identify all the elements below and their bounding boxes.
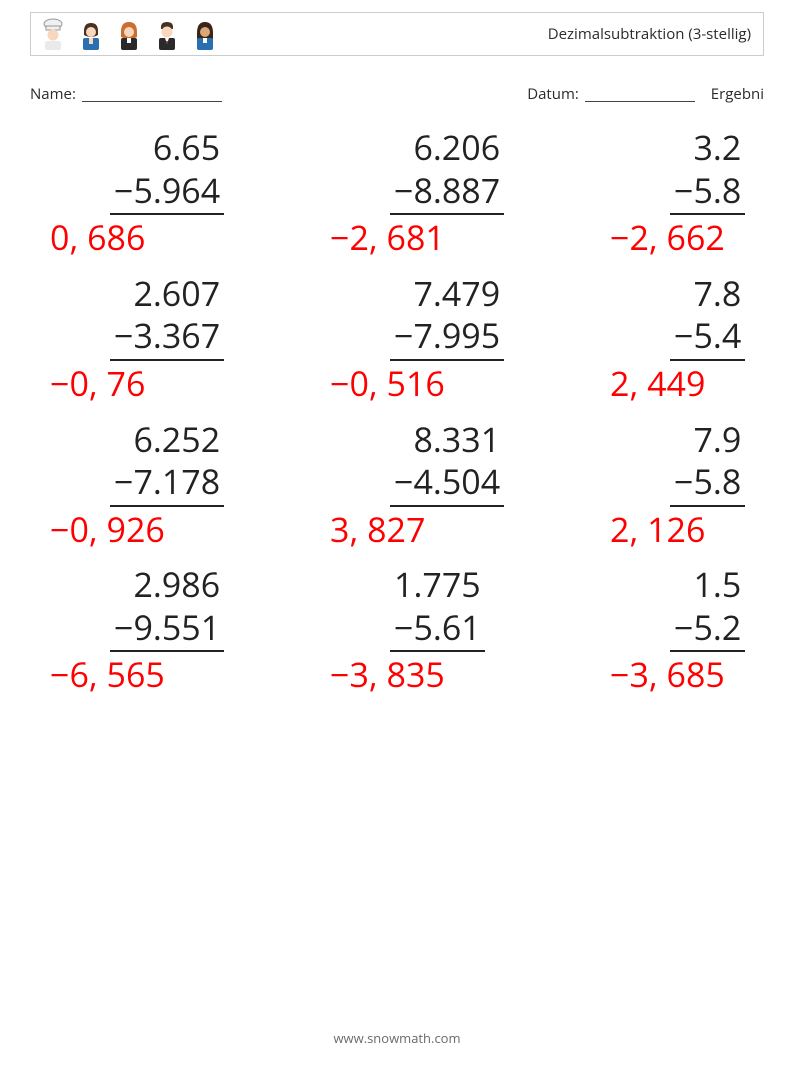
minuend: 7.479 bbox=[413, 272, 504, 315]
server-icon bbox=[115, 17, 143, 51]
minuend: 1.5 bbox=[693, 563, 745, 606]
answer: 3, 827 bbox=[330, 509, 425, 550]
problem-stack: 7.9−5.8 bbox=[610, 418, 745, 507]
minuend: 6.206 bbox=[413, 126, 504, 169]
subtrahend: −7.995 bbox=[390, 314, 504, 361]
answer: 2, 126 bbox=[610, 509, 705, 550]
minuend: 7.8 bbox=[693, 272, 745, 315]
problems-grid: 6.65−5.9640, 6866.206−8.887−2, 6813.2−5.… bbox=[0, 126, 794, 695]
problem: 7.8−5.42, 449 bbox=[610, 272, 794, 404]
answer: −0, 516 bbox=[330, 363, 445, 404]
result-label: Ergebni bbox=[711, 84, 764, 104]
problem-stack: 7.479−7.995 bbox=[330, 272, 504, 361]
problem: 1.5−5.2−3, 685 bbox=[610, 563, 794, 695]
name-blank-line bbox=[82, 87, 222, 102]
header-icons bbox=[39, 17, 219, 51]
problem-stack: 1.5−5.2 bbox=[610, 563, 745, 652]
problem: 7.9−5.82, 126 bbox=[610, 418, 794, 550]
minuend: 8.331 bbox=[413, 418, 504, 461]
problem: 2.986−9.551−6, 565 bbox=[50, 563, 330, 695]
problem-stack: 3.2−5.8 bbox=[610, 126, 745, 215]
problem-stack: 1.775−5.61 bbox=[330, 563, 485, 652]
problem-stack: 2.986−9.551 bbox=[50, 563, 224, 652]
subtrahend: −9.551 bbox=[110, 606, 224, 653]
subtrahend: −3.367 bbox=[110, 314, 224, 361]
answer: −3, 685 bbox=[610, 654, 725, 695]
waiter-icon bbox=[153, 17, 181, 51]
problem-stack: 6.252−7.178 bbox=[50, 418, 224, 507]
minuend: 6.65 bbox=[153, 126, 224, 169]
problem: 7.479−7.995−0, 516 bbox=[330, 272, 610, 404]
problem: 6.65−5.9640, 686 bbox=[50, 126, 330, 258]
header-bar: Dezimalsubtraktion (3-stellig) bbox=[30, 12, 764, 56]
answer: −6, 565 bbox=[50, 654, 165, 695]
subtrahend: −7.178 bbox=[110, 460, 224, 507]
minuend: 1.775 bbox=[394, 563, 485, 606]
problem: 2.607−3.367−0, 76 bbox=[50, 272, 330, 404]
meta-row: Name: Datum: Ergebni bbox=[30, 84, 764, 104]
minuend: 3.2 bbox=[693, 126, 745, 169]
subtrahend: −4.504 bbox=[390, 460, 504, 507]
date-blank-line bbox=[585, 87, 695, 102]
problem: 6.252−7.178−0, 926 bbox=[50, 418, 330, 550]
chef-icon bbox=[39, 17, 67, 51]
footer-text: www.snowmath.com bbox=[0, 1029, 794, 1047]
subtrahend: −8.887 bbox=[390, 169, 504, 216]
problem-stack: 6.206−8.887 bbox=[330, 126, 504, 215]
minuend: 2.607 bbox=[133, 272, 224, 315]
answer: 0, 686 bbox=[50, 217, 145, 258]
minuend: 7.9 bbox=[693, 418, 745, 461]
subtrahend: −5.8 bbox=[670, 460, 745, 507]
problem: 3.2−5.8−2, 662 bbox=[610, 126, 794, 258]
answer: −2, 681 bbox=[330, 217, 445, 258]
minuend: 6.252 bbox=[133, 418, 224, 461]
answer: −2, 662 bbox=[610, 217, 725, 258]
problem: 6.206−8.887−2, 681 bbox=[330, 126, 610, 258]
date-label: Datum: bbox=[527, 84, 579, 104]
worksheet-page: Dezimalsubtraktion (3-stellig) Name: Dat… bbox=[0, 12, 794, 1065]
problem-stack: 6.65−5.964 bbox=[50, 126, 224, 215]
attendant-icon bbox=[77, 17, 105, 51]
answer: −0, 926 bbox=[50, 509, 165, 550]
problem-stack: 2.607−3.367 bbox=[50, 272, 224, 361]
hostess-icon bbox=[191, 17, 219, 51]
problem-stack: 8.331−4.504 bbox=[330, 418, 504, 507]
answer: −0, 76 bbox=[50, 363, 145, 404]
name-label: Name: bbox=[30, 84, 76, 104]
answer: 2, 449 bbox=[610, 363, 705, 404]
subtrahend: −5.2 bbox=[670, 606, 745, 653]
subtrahend: −5.964 bbox=[110, 169, 224, 216]
problem-stack: 7.8−5.4 bbox=[610, 272, 745, 361]
subtrahend: −5.4 bbox=[670, 314, 745, 361]
problem: 1.775−5.61−3, 835 bbox=[330, 563, 610, 695]
subtrahend: −5.61 bbox=[390, 606, 485, 653]
minuend: 2.986 bbox=[133, 563, 224, 606]
worksheet-title: Dezimalsubtraktion (3-stellig) bbox=[548, 24, 755, 44]
answer: −3, 835 bbox=[330, 654, 445, 695]
problem: 8.331−4.5043, 827 bbox=[330, 418, 610, 550]
subtrahend: −5.8 bbox=[670, 169, 745, 216]
